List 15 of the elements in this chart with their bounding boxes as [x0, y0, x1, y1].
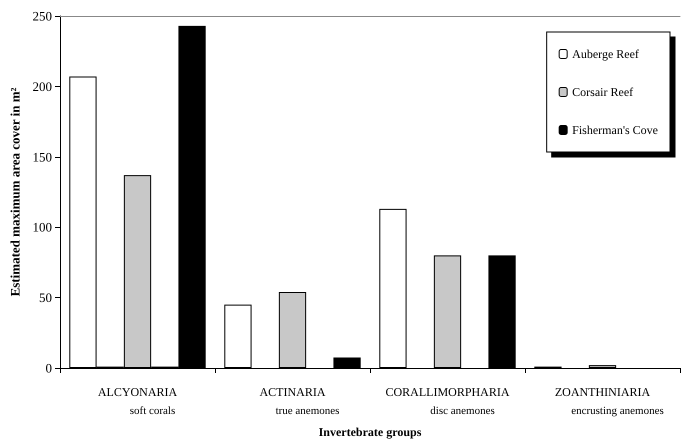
x-tick-label: CORALLIMORPHARIA disc anemones [385, 385, 510, 417]
x-tick-label: ALCYONARIA soft corals [98, 385, 178, 417]
y-axis-title: Estimated maximum area cover in m² [8, 87, 23, 296]
y-tick-label: 100 [32, 220, 52, 235]
x-axis-title: Invertebrate groups [318, 425, 422, 439]
y-tick-label: 50 [39, 290, 52, 306]
legend-label: Auberge Reef [572, 47, 639, 61]
x-tick-label: ZOANTHINIARIA encrusting anemones [554, 385, 664, 417]
y-tick-label: 0 [46, 360, 52, 376]
legend-label: Fisherman's Cove [572, 123, 658, 137]
x-tick-label: ACTINARIA true anemones [260, 385, 340, 417]
legend-label: Corsair Reef [572, 85, 634, 99]
y-tick-label: 150 [32, 149, 52, 164]
y-tick-label: 200 [32, 78, 52, 94]
y-tick-label: 250 [32, 8, 52, 24]
